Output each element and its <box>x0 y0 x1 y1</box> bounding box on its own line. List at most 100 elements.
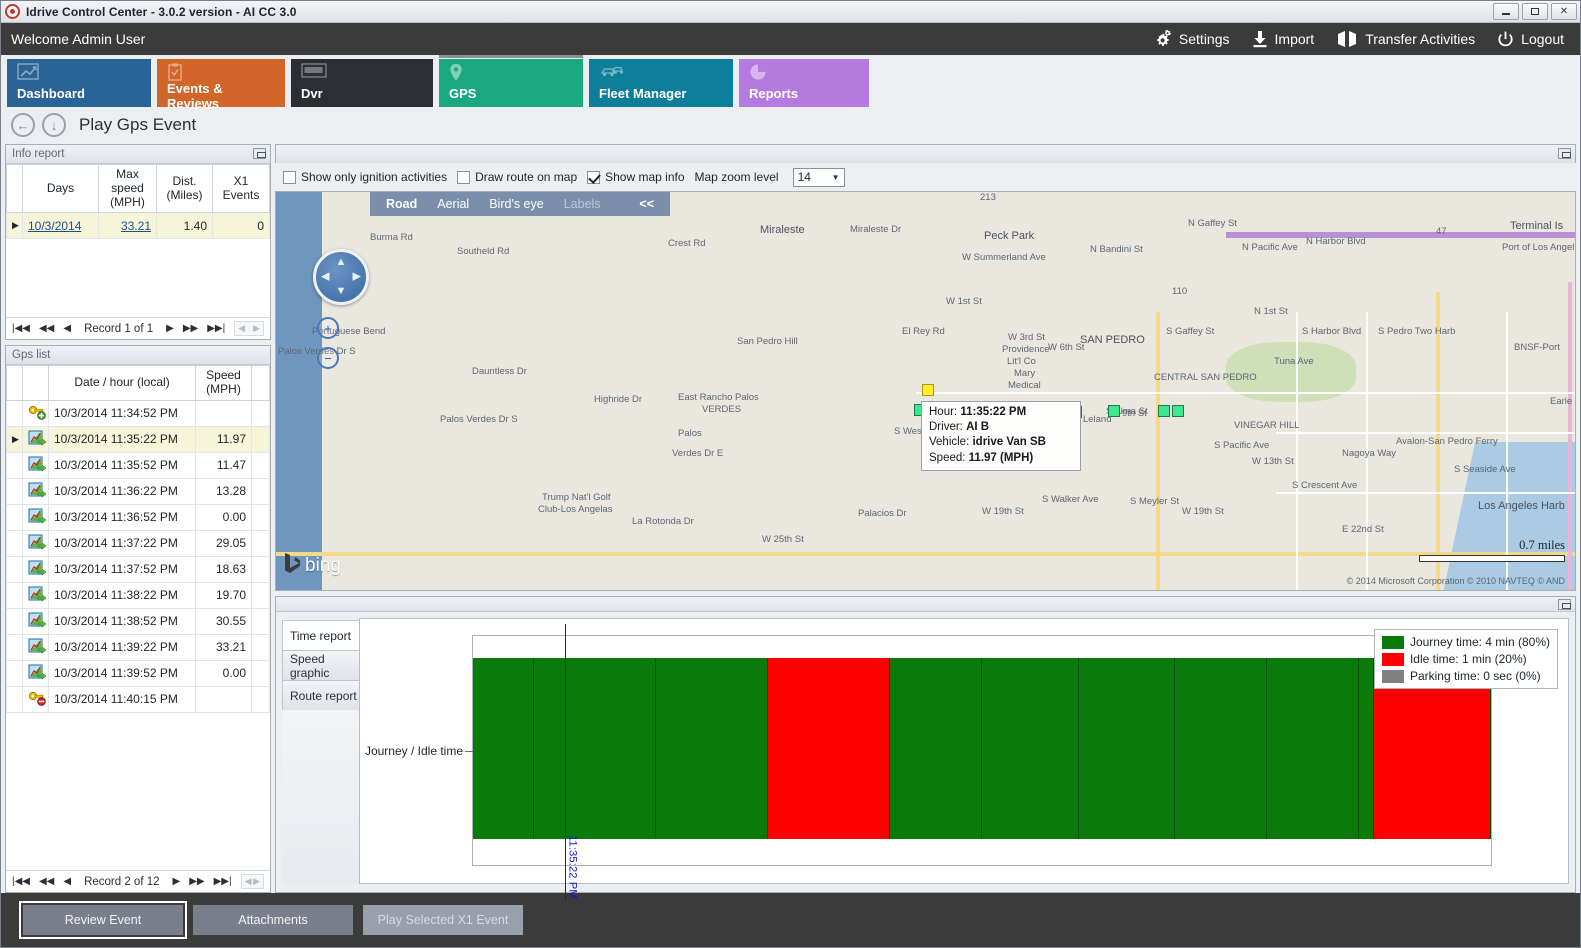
prev-page-button[interactable]: ◀◀ <box>38 323 55 334</box>
collapse-icon[interactable] <box>1558 599 1571 610</box>
show-map-info-checkbox[interactable]: Show map info <box>587 170 685 184</box>
map-label: N 1st St <box>1254 306 1288 317</box>
next-page-button[interactable]: ▶▶ <box>182 323 199 334</box>
map-view-road[interactable]: Road <box>386 197 418 211</box>
review-event-button[interactable]: Review Event <box>19 901 187 939</box>
module-tab-dashboard[interactable]: Dashboard <box>7 59 151 107</box>
horizontal-scrollbar[interactable]: ◀ ▶ <box>240 874 264 889</box>
module-tab-dvr[interactable]: Dvr <box>291 59 433 107</box>
list-item[interactable]: 10/3/2014 11:37:22 PM 29.05 <box>6 529 270 557</box>
pan-right-icon[interactable]: ▶ <box>352 270 361 283</box>
chart-cursor-line[interactable]: 11:35:22 PM <box>564 624 579 901</box>
map-label: S Crescent Ave <box>1292 480 1358 491</box>
first-record-button[interactable]: |◀◀ <box>12 876 30 887</box>
minimize-button[interactable] <box>1493 3 1519 20</box>
prev-record-button[interactable]: ◀ <box>63 323 72 334</box>
list-item[interactable]: 10/3/2014 11:40:15 PM <box>6 685 270 713</box>
transfer-activities-label: Transfer Activities <box>1365 31 1476 47</box>
prev-record-button[interactable]: ◀ <box>63 876 72 887</box>
map-label: Miraleste Dr <box>850 224 902 235</box>
horizontal-scrollbar[interactable]: ◀ ▶ <box>234 321 264 336</box>
arrow-down-circle-icon[interactable]: ↓ <box>42 113 66 137</box>
list-item[interactable]: 10/3/2014 11:38:52 PM 30.55 <box>6 607 270 635</box>
module-tab-events-reviews[interactable]: Events & Reviews <box>157 59 285 111</box>
cell-datetime: 10/3/2014 11:36:22 PM <box>48 477 196 505</box>
draw-route-checkbox[interactable]: Draw route on map <box>457 170 577 184</box>
list-item[interactable]: ▶ 10/3/2014 11:35:22 PM 11.97 <box>6 425 270 453</box>
map-marker[interactable] <box>1172 405 1184 417</box>
module-tab-reports[interactable]: Reports <box>739 59 869 107</box>
gear-icon <box>1152 30 1172 48</box>
table-row[interactable]: ▶ 10/3/2014 33.21 1.40 0 <box>6 212 270 240</box>
next-record-button[interactable]: ▶ <box>166 323 174 334</box>
map-zoom-level-select[interactable]: 14 ▼ <box>792 167 845 187</box>
map-label: Portuguese Bend <box>312 326 386 337</box>
map-view-aerial[interactable]: Aerial <box>437 197 470 211</box>
cell-max-speed[interactable]: 33.21 <box>98 212 157 240</box>
cell-datetime: 10/3/2014 11:39:22 PM <box>48 633 196 661</box>
list-item[interactable]: 10/3/2014 11:36:52 PM 0.00 <box>6 503 270 531</box>
info-report-header: Info report <box>6 145 270 164</box>
cell-x1-events: 0 <box>212 212 270 240</box>
module-tab-fleet-manager[interactable]: Fleet Manager <box>589 59 733 107</box>
map-label: W 25th St <box>762 534 804 545</box>
map-zoom-out-button[interactable]: − <box>317 347 339 369</box>
cell-datetime: 10/3/2014 11:37:52 PM <box>48 555 196 583</box>
collapse-icon[interactable] <box>1558 148 1571 159</box>
checkbox-box <box>283 170 296 184</box>
last-record-button[interactable]: ▶▶| <box>213 876 232 887</box>
map-view-labels[interactable]: Labels <box>563 197 601 211</box>
cell-datetime: 10/3/2014 11:34:52 PM <box>48 399 196 427</box>
first-record-button[interactable]: |◀◀ <box>12 323 30 334</box>
pan-down-icon[interactable]: ▼ <box>335 285 347 297</box>
map-view-birds-eye[interactable]: Bird's eye <box>489 197 544 211</box>
transfer-activities-button[interactable]: Transfer Activities <box>1336 30 1475 48</box>
arrow-left-circle-icon[interactable]: ← <box>11 113 35 137</box>
map-toolbar-collapse-icon[interactable]: << <box>639 197 654 211</box>
map-label: W 19th St <box>1182 506 1224 517</box>
tab-route-report[interactable]: Route report <box>282 680 360 710</box>
map-marker[interactable] <box>1158 405 1170 417</box>
list-item[interactable]: 10/3/2014 11:35:52 PM 11.47 <box>6 451 270 479</box>
tab-time-report[interactable]: Time report <box>282 620 360 650</box>
map-pan-control[interactable]: ▲ ▼ ◀ ▶ <box>313 249 369 305</box>
close-button[interactable]: ✕ <box>1551 3 1577 20</box>
tooltip-vehicle-label: Vehicle: <box>929 436 970 449</box>
list-item[interactable]: 10/3/2014 11:36:22 PM 13.28 <box>6 477 270 505</box>
header-actions: Settings Import Transf <box>1152 30 1570 48</box>
pie-chart-icon <box>749 63 861 81</box>
last-record-button[interactable]: ▶▶| <box>207 323 226 334</box>
map-options-bar: Show only ignition activities Draw route… <box>275 163 1576 191</box>
prev-page-button[interactable]: ◀◀ <box>38 876 55 887</box>
map-label: S Pedro Two Harb <box>1378 326 1456 337</box>
pan-up-icon[interactable]: ▲ <box>335 256 347 268</box>
import-button[interactable]: Import <box>1252 30 1314 48</box>
list-item[interactable]: 10/3/2014 11:34:52 PM <box>6 399 270 427</box>
list-item[interactable]: 10/3/2014 11:38:22 PM 19.70 <box>6 581 270 609</box>
app-logo-icon <box>5 4 20 19</box>
bing-logo[interactable]: bing <box>284 552 341 580</box>
map-zoom-in-button[interactable]: + <box>317 317 339 339</box>
module-tab-gps[interactable]: GPS <box>439 55 583 107</box>
tooltip-driver-label: Driver: <box>929 421 963 434</box>
pan-left-icon[interactable]: ◀ <box>321 270 330 283</box>
list-item[interactable]: 10/3/2014 11:37:52 PM 18.63 <box>6 555 270 583</box>
list-item[interactable]: 10/3/2014 11:39:22 PM 33.21 <box>6 633 270 661</box>
attachments-button[interactable]: Attachments <box>193 905 353 935</box>
module-label: Dvr <box>301 86 323 101</box>
chart-segment-journey <box>473 657 535 839</box>
map-marker[interactable] <box>1108 405 1120 417</box>
next-record-button[interactable]: ▶ <box>172 876 181 887</box>
logout-button[interactable]: Logout <box>1497 31 1564 48</box>
show-only-ignition-checkbox[interactable]: Show only ignition activities <box>283 170 447 184</box>
map-canvas[interactable]: Road Aerial Bird's eye Labels << ▲ ▼ ◀ ▶… <box>275 191 1576 591</box>
next-page-button[interactable]: ▶▶ <box>189 876 205 887</box>
map-marker-current[interactable] <box>922 384 934 396</box>
settings-button[interactable]: Settings <box>1152 30 1230 48</box>
tab-speed-graphic[interactable]: Speed graphic <box>282 650 360 680</box>
map-label: S Seaside Ave <box>1454 464 1516 475</box>
collapse-icon[interactable] <box>253 148 266 159</box>
maximize-button[interactable] <box>1522 3 1548 20</box>
list-item[interactable]: 10/3/2014 11:39:52 PM 0.00 <box>6 659 270 687</box>
cell-days[interactable]: 10/3/2014 <box>22 212 99 240</box>
